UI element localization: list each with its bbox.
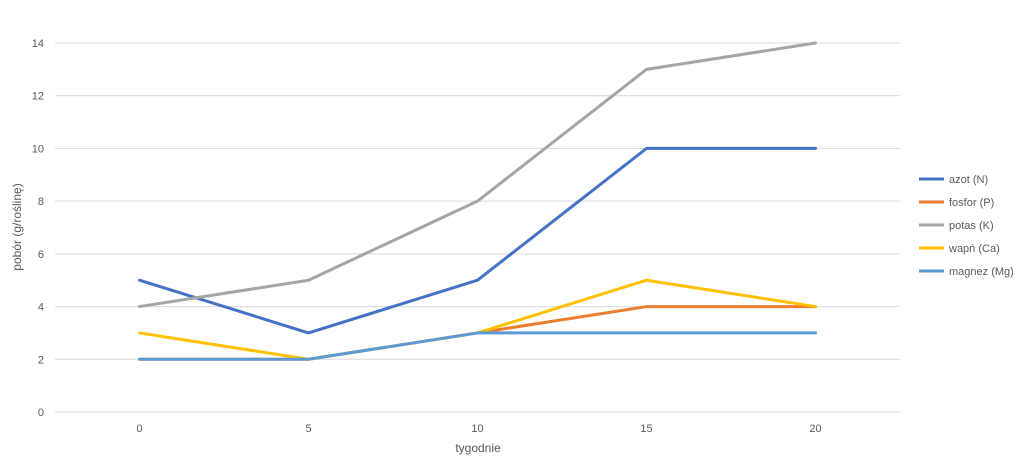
y-tick-label: 8 [38, 196, 44, 208]
legend-label-4: magnez (Mg) [949, 266, 1014, 278]
series-line-2 [138, 41, 817, 309]
x-axis-ticks: 0 5 10 15 20 [136, 423, 821, 435]
y-tick-label: 2 [38, 354, 44, 366]
legend-label-3: wapń (Ca) [948, 243, 1000, 255]
legend-label-1: fosfor (P) [949, 197, 994, 209]
y-tick-label: 12 [32, 91, 44, 103]
y-tick-label: 10 [32, 143, 44, 155]
y-tick-label: 14 [32, 38, 44, 50]
x-tick-label: 20 [809, 423, 821, 435]
y-axis-title: pobór (g/roślinę) [10, 183, 24, 270]
y-tick-label: 6 [38, 249, 44, 261]
gridlines [55, 42, 900, 360]
series-line-4 [138, 331, 817, 361]
series-lines [138, 41, 817, 361]
x-tick-label: 10 [471, 423, 483, 435]
y-tick-label: 4 [38, 302, 44, 314]
x-axis-title: tygodnie [455, 441, 501, 455]
legend: azot (N) fosfor (P) potas (K) wapń (Ca) magn… [919, 174, 1014, 278]
y-axis-ticks: 0 2 4 6 8 10 12 14 [32, 38, 44, 419]
legend-label-0: azot (N) [949, 174, 988, 186]
x-tick-label: 5 [305, 423, 311, 435]
x-tick-label: 15 [640, 423, 652, 435]
series-line-0 [138, 146, 817, 335]
legend-label-2: potas (K) [949, 220, 994, 232]
x-tick-label: 0 [136, 423, 142, 435]
y-tick-label: 0 [38, 407, 44, 419]
